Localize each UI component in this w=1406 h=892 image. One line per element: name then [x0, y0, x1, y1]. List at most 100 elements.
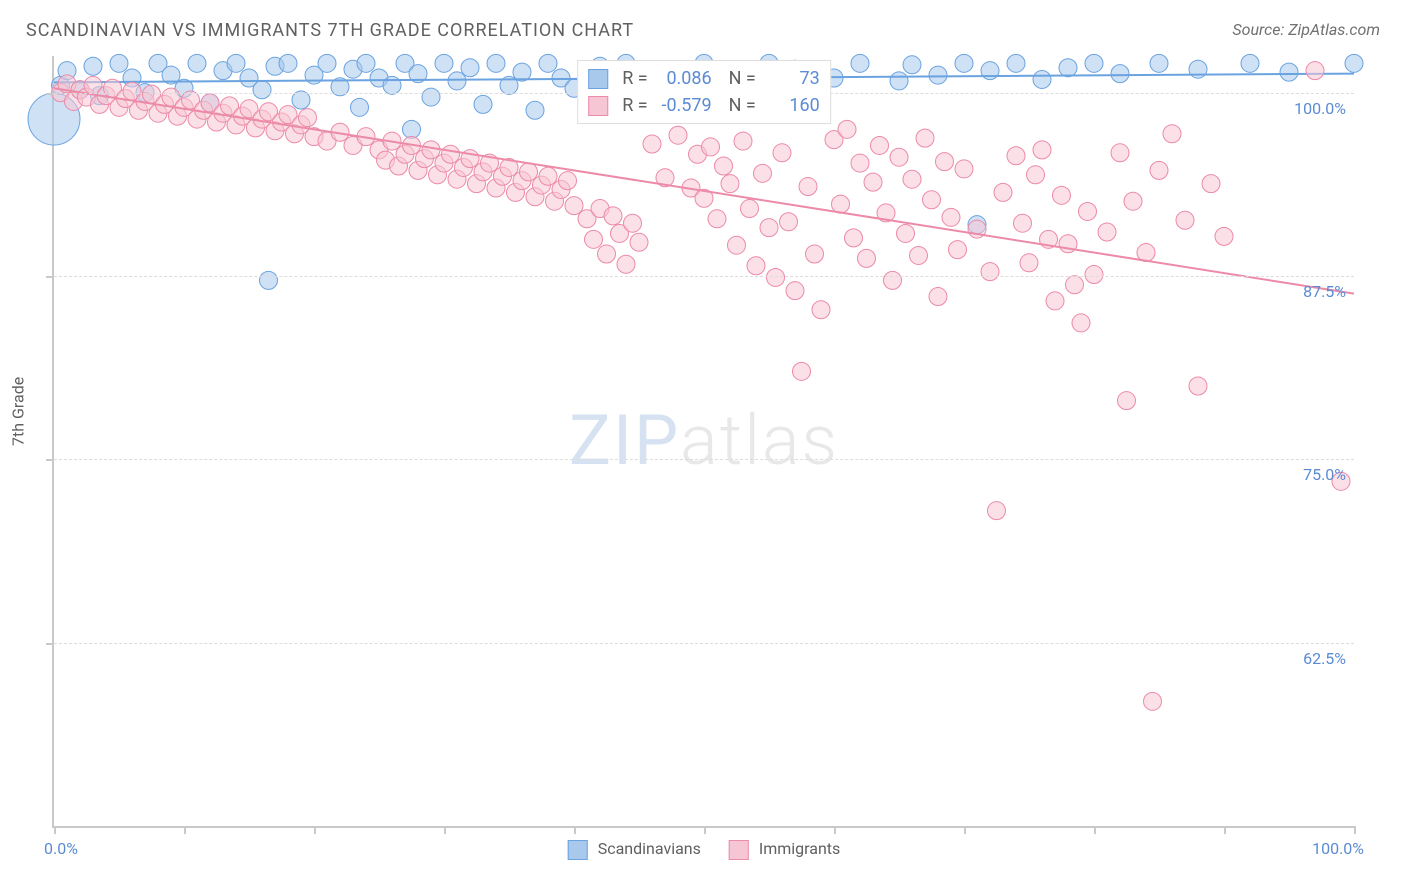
legend-swatch-b — [729, 840, 749, 860]
data-point — [949, 241, 967, 259]
data-point — [383, 76, 401, 94]
x-tick-mark — [1094, 826, 1096, 834]
data-point — [806, 245, 824, 263]
data-point — [487, 54, 505, 72]
data-point — [890, 72, 908, 90]
data-point — [1066, 276, 1084, 294]
x-tick-mark — [1224, 826, 1226, 834]
data-point — [351, 98, 369, 116]
y-tick-mark — [46, 459, 54, 461]
data-point — [903, 56, 921, 74]
data-point — [1085, 266, 1103, 284]
data-point — [1027, 166, 1045, 184]
data-point — [1150, 54, 1168, 72]
y-tick-label: 75.0% — [1303, 465, 1346, 484]
data-point — [1118, 392, 1136, 410]
x-axis-min-label: 0.0% — [44, 839, 78, 858]
data-point — [565, 197, 583, 215]
chart-svg — [54, 56, 1354, 826]
data-point — [559, 172, 577, 190]
r-value-b: -0.579 — [656, 92, 712, 119]
data-point — [1072, 314, 1090, 332]
data-point — [253, 81, 271, 99]
data-point — [617, 255, 635, 273]
y-tick-label: 100.0% — [1294, 99, 1346, 118]
data-point — [299, 109, 317, 127]
data-point — [357, 54, 375, 72]
data-point — [526, 101, 544, 119]
data-point — [1059, 59, 1077, 77]
data-point — [188, 54, 206, 72]
chart-plot-area: ZIPatlas R =0.086 N =73 R =-0.579 N =160… — [52, 56, 1354, 828]
swatch-series-a — [588, 69, 608, 89]
data-point — [747, 257, 765, 275]
swatch-series-b — [588, 96, 608, 116]
data-point — [1033, 70, 1051, 88]
data-point — [1079, 202, 1097, 220]
x-tick-mark — [184, 826, 186, 834]
data-point — [1053, 186, 1071, 204]
gridline-h — [54, 643, 1354, 644]
data-point — [1085, 54, 1103, 72]
data-point — [994, 183, 1012, 201]
data-point — [916, 129, 934, 147]
y-tick-label: 62.5% — [1303, 649, 1346, 668]
x-tick-mark — [834, 826, 836, 834]
y-tick-mark — [46, 93, 54, 95]
y-tick-mark — [46, 276, 54, 278]
gridline-h — [54, 459, 1354, 460]
data-point — [929, 66, 947, 84]
x-tick-mark — [444, 826, 446, 834]
data-point — [936, 153, 954, 171]
gridline-h — [54, 276, 1354, 277]
data-point — [1033, 141, 1051, 159]
y-axis-label: 7th Grade — [9, 377, 28, 446]
data-point — [260, 271, 278, 289]
data-point — [643, 135, 661, 153]
x-tick-mark — [574, 826, 576, 834]
data-point — [461, 59, 479, 77]
data-point — [1306, 62, 1324, 80]
data-point — [871, 136, 889, 154]
data-point — [110, 54, 128, 72]
data-point — [955, 160, 973, 178]
data-point — [422, 88, 440, 106]
data-point — [1111, 65, 1129, 83]
legend-item-b: Immigrants — [729, 839, 840, 860]
data-point — [910, 246, 928, 264]
data-point — [864, 173, 882, 191]
data-point — [708, 210, 726, 228]
data-point — [1046, 292, 1064, 310]
x-tick-mark — [54, 826, 56, 834]
data-point — [520, 163, 538, 181]
data-point — [858, 249, 876, 267]
data-point — [1111, 144, 1129, 162]
data-point — [1163, 125, 1181, 143]
data-point — [442, 145, 460, 163]
y-tick-label: 87.5% — [1303, 282, 1346, 301]
legend-label-a: Scandinavians — [598, 839, 701, 858]
data-point — [845, 229, 863, 247]
data-point — [754, 164, 772, 182]
data-point — [227, 54, 245, 72]
x-axis-max-label: 100.0% — [1312, 839, 1364, 858]
data-point — [728, 236, 746, 254]
data-point — [812, 301, 830, 319]
data-point — [1124, 192, 1142, 210]
data-point — [715, 157, 733, 175]
data-point — [1345, 54, 1363, 72]
data-point — [786, 282, 804, 300]
data-point — [903, 170, 921, 188]
data-point — [539, 54, 557, 72]
data-point — [1215, 227, 1233, 245]
data-point — [1098, 223, 1116, 241]
data-point — [1241, 54, 1259, 72]
legend-label-b: Immigrants — [759, 839, 840, 858]
data-point — [1280, 63, 1298, 81]
data-point — [799, 178, 817, 196]
chart-title: SCANDINAVIAN VS IMMIGRANTS 7TH GRADE COR… — [26, 20, 634, 41]
data-point — [630, 233, 648, 251]
data-point — [955, 54, 973, 72]
data-point — [604, 207, 622, 225]
data-point — [981, 263, 999, 281]
